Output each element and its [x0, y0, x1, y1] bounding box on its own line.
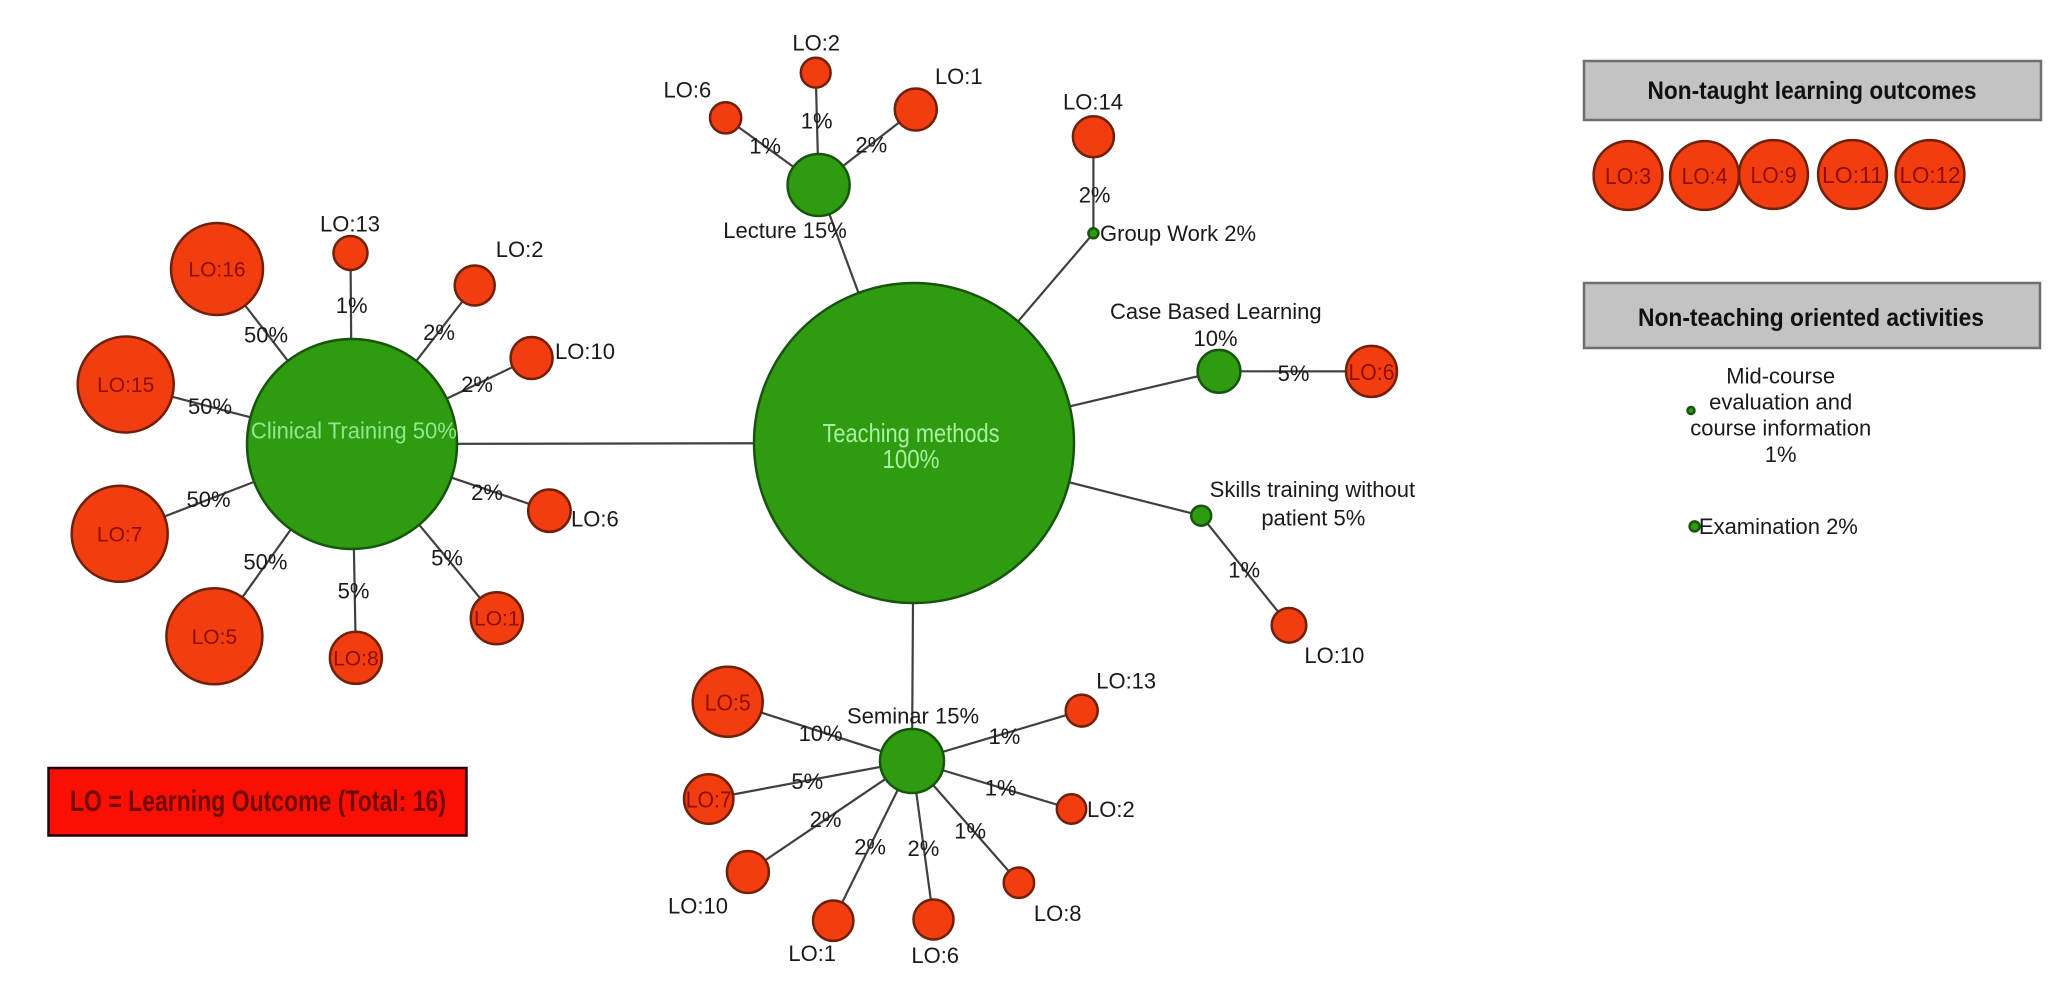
svg-text:LO:3: LO:3 — [1605, 163, 1651, 189]
svg-text:5%: 5% — [791, 769, 823, 794]
svg-text:Lecture 15%: Lecture 15% — [723, 218, 847, 243]
svg-text:1%: 1% — [1765, 442, 1797, 467]
svg-text:1%: 1% — [989, 724, 1021, 749]
svg-text:Case Based Learning: Case Based Learning — [1110, 299, 1322, 324]
svg-text:50%: 50% — [243, 550, 287, 575]
svg-text:LO:1: LO:1 — [474, 608, 520, 631]
svg-text:LO:13: LO:13 — [1096, 669, 1156, 694]
svg-text:Examination 2%: Examination 2% — [1699, 514, 1858, 539]
svg-text:5%: 5% — [431, 546, 463, 571]
svg-text:LO:13: LO:13 — [320, 211, 380, 236]
svg-text:50%: 50% — [188, 394, 232, 419]
svg-text:2%: 2% — [908, 836, 940, 861]
svg-text:100%: 100% — [883, 444, 940, 474]
svg-text:LO:10: LO:10 — [668, 893, 728, 918]
svg-text:LO:8: LO:8 — [1034, 901, 1082, 926]
svg-text:LO:2: LO:2 — [496, 237, 544, 262]
svg-text:1%: 1% — [1228, 557, 1260, 582]
svg-text:50%: 50% — [186, 487, 230, 512]
svg-text:LO:15: LO:15 — [97, 374, 154, 397]
svg-text:LO:10: LO:10 — [1304, 643, 1364, 668]
svg-text:LO:10: LO:10 — [555, 339, 615, 364]
svg-text:10%: 10% — [1193, 326, 1237, 351]
svg-text:1%: 1% — [749, 134, 781, 159]
svg-text:LO:1: LO:1 — [788, 941, 836, 966]
svg-text:LO:4: LO:4 — [1682, 163, 1728, 189]
svg-text:patient 5%: patient 5% — [1261, 506, 1365, 531]
svg-text:1%: 1% — [985, 775, 1017, 800]
svg-text:LO:2: LO:2 — [792, 31, 840, 56]
svg-text:Group Work 2%: Group Work 2% — [1100, 221, 1256, 246]
svg-text:course information: course information — [1690, 416, 1871, 441]
svg-text:LO:9: LO:9 — [1751, 162, 1797, 188]
svg-text:1%: 1% — [336, 293, 368, 318]
svg-text:LO:8: LO:8 — [333, 647, 379, 670]
svg-text:10%: 10% — [799, 721, 843, 746]
svg-text:50%: 50% — [244, 323, 288, 348]
svg-text:LO:12: LO:12 — [1900, 162, 1961, 188]
svg-text:LO:1: LO:1 — [935, 64, 983, 89]
svg-text:2%: 2% — [423, 320, 455, 345]
svg-text:1%: 1% — [801, 109, 833, 134]
svg-text:LO:6: LO:6 — [1349, 359, 1395, 385]
svg-text:LO:7: LO:7 — [97, 523, 143, 546]
svg-text:LO:6: LO:6 — [664, 77, 712, 102]
svg-text:LO:14: LO:14 — [1063, 89, 1123, 114]
svg-text:Skills training without: Skills training without — [1210, 477, 1415, 502]
svg-text:LO:2: LO:2 — [1087, 797, 1135, 822]
svg-text:LO:5: LO:5 — [192, 626, 238, 649]
svg-text:LO:5: LO:5 — [705, 689, 751, 715]
svg-text:2%: 2% — [471, 480, 503, 505]
svg-text:Non-taught learning outcomes: Non-taught learning outcomes — [1648, 77, 1977, 105]
svg-text:Seminar 15%: Seminar 15% — [847, 703, 979, 728]
svg-text:Clinical Training 50%: Clinical Training 50% — [251, 418, 457, 444]
svg-text:1%: 1% — [954, 818, 986, 843]
svg-text:5%: 5% — [338, 579, 370, 604]
svg-text:LO = Learning Outcome (Total:: LO = Learning Outcome (Total: 16) — [70, 785, 446, 818]
svg-text:LO:6: LO:6 — [571, 507, 619, 532]
svg-text:LO:7: LO:7 — [686, 787, 732, 813]
svg-text:2%: 2% — [854, 834, 886, 859]
svg-text:2%: 2% — [461, 372, 493, 397]
svg-text:2%: 2% — [1079, 183, 1111, 208]
svg-text:LO:11: LO:11 — [1822, 162, 1883, 188]
svg-text:2%: 2% — [855, 132, 887, 157]
svg-text:Teaching methods: Teaching methods — [823, 418, 1000, 448]
svg-text:LO:16: LO:16 — [188, 259, 245, 282]
svg-text:Mid-course: Mid-course — [1726, 364, 1835, 389]
svg-text:Non-teaching oriented activiti: Non-teaching oriented activities — [1638, 304, 1984, 332]
svg-text:5%: 5% — [1278, 361, 1310, 386]
svg-text:LO:6: LO:6 — [911, 943, 959, 968]
svg-text:2%: 2% — [810, 807, 842, 832]
svg-text:evaluation and: evaluation and — [1709, 390, 1852, 415]
